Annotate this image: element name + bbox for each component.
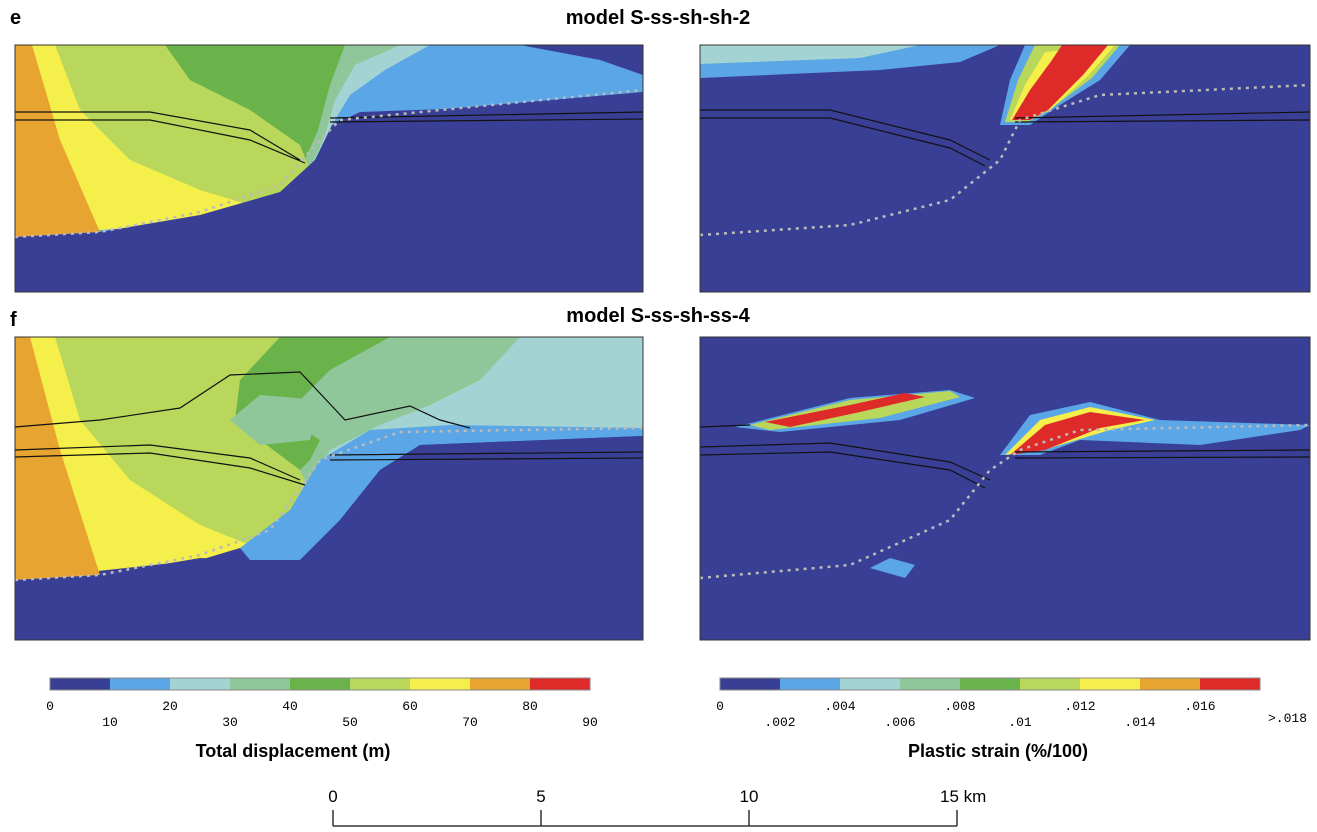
colorbar-swatch: [960, 678, 1020, 690]
colorbar-swatch: [350, 678, 410, 690]
colorbar-tick-label: 30: [222, 715, 238, 730]
colorbar-swatch: [110, 678, 170, 690]
plot-f-displacement: [15, 337, 643, 640]
colorbar-swatch: [840, 678, 900, 690]
colorbar-tick-label: .004: [824, 699, 855, 714]
colorbar-tick-label: .01: [1008, 715, 1032, 730]
colorbar-tick-label: >.018: [1268, 711, 1307, 726]
colorbar-swatch: [530, 678, 590, 690]
colorbar-tick-label: 50: [342, 715, 358, 730]
colorbar-tick-label: .002: [764, 715, 795, 730]
colorbar-swatch: [720, 678, 780, 690]
colorbar-swatch: [1080, 678, 1140, 690]
colorbar-tick-label: 70: [462, 715, 478, 730]
plot-f-strain: [700, 337, 1310, 640]
colorbar-tick-label: .014: [1124, 715, 1155, 730]
colorbar-tick-label: 20: [162, 699, 178, 714]
colorbar-tick-label: 90: [582, 715, 598, 730]
colorbar-swatch: [780, 678, 840, 690]
panel-label: e: [10, 7, 21, 29]
colorbar-swatch: [900, 678, 960, 690]
colorbar-swatch: [470, 678, 530, 690]
colorbar-tick-label: 0: [46, 699, 54, 714]
colorbar-swatch: [1140, 678, 1200, 690]
colorbar-tick-label: 10: [102, 715, 118, 730]
panel-title: model S-ss-sh-sh-2: [566, 7, 750, 29]
colorbar-tick-label: .006: [884, 715, 915, 730]
scale-label: 0: [328, 787, 337, 806]
colorbar-tick-label: 40: [282, 699, 298, 714]
panel-label: f: [10, 309, 17, 331]
colorbar-swatch: [410, 678, 470, 690]
colorbar-tick-label: 60: [402, 699, 418, 714]
colorbar-swatch: [1020, 678, 1080, 690]
region: [700, 337, 1310, 640]
colorbar-tick-label: 80: [522, 699, 538, 714]
figure: e model S-ss-sh-sh-2 f model S-ss-sh-ss-…: [0, 0, 1317, 832]
scale-bar: [333, 810, 957, 826]
panel-title: model S-ss-sh-ss-4: [566, 305, 750, 327]
colorbar-swatch: [1200, 678, 1260, 690]
region: [700, 45, 1310, 292]
colorbar-swatch: [170, 678, 230, 690]
colorbar-swatch: [290, 678, 350, 690]
colorbar-tick-label: .008: [944, 699, 975, 714]
colorbar-swatch: [50, 678, 110, 690]
colorbar-swatch: [230, 678, 290, 690]
scale-label: 15 km: [940, 787, 986, 806]
plot-e-displacement: [15, 45, 643, 292]
plot-e-strain: [700, 45, 1310, 292]
colorbar-caption: Plastic strain (%/100): [908, 741, 1088, 761]
colorbar-tick-label: .016: [1184, 699, 1215, 714]
colorbar-tick-label: 0: [716, 699, 724, 714]
scale-label: 5: [536, 787, 545, 806]
colorbar-tick-label: .012: [1064, 699, 1095, 714]
colorbar-caption: Total displacement (m): [196, 741, 391, 761]
scale-label: 10: [740, 787, 759, 806]
